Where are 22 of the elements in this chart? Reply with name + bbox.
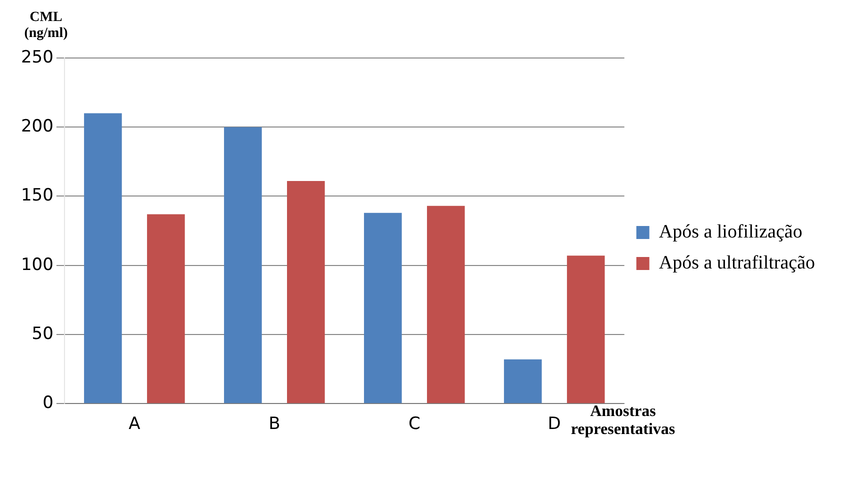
x-tick-label: B bbox=[268, 414, 280, 434]
y-axis-title: CML (ng/ml) bbox=[23, 10, 69, 42]
x-tick-label: A bbox=[128, 414, 141, 434]
x-axis-title: Amostras representativas bbox=[570, 403, 676, 438]
bar bbox=[566, 256, 605, 404]
y-tick-label: 250 bbox=[20, 47, 54, 68]
y-tick-label: 100 bbox=[20, 254, 54, 275]
bar bbox=[364, 212, 402, 404]
legend-label: Após a liofilização bbox=[658, 221, 802, 242]
bar bbox=[224, 127, 262, 404]
legend-label: Após a ultrafiltração bbox=[658, 252, 815, 274]
y-tick-label: 50 bbox=[32, 324, 54, 344]
x-tick-label: D bbox=[548, 414, 561, 434]
y-tick-label: 150 bbox=[20, 186, 54, 206]
bar bbox=[84, 113, 122, 404]
y-tick-label: 200 bbox=[20, 116, 54, 137]
bar bbox=[426, 206, 465, 404]
bar bbox=[504, 359, 542, 404]
bar bbox=[147, 214, 185, 404]
bar bbox=[287, 181, 325, 404]
y-tick-label: 0 bbox=[42, 393, 54, 414]
x-tick-label: C bbox=[408, 414, 420, 434]
